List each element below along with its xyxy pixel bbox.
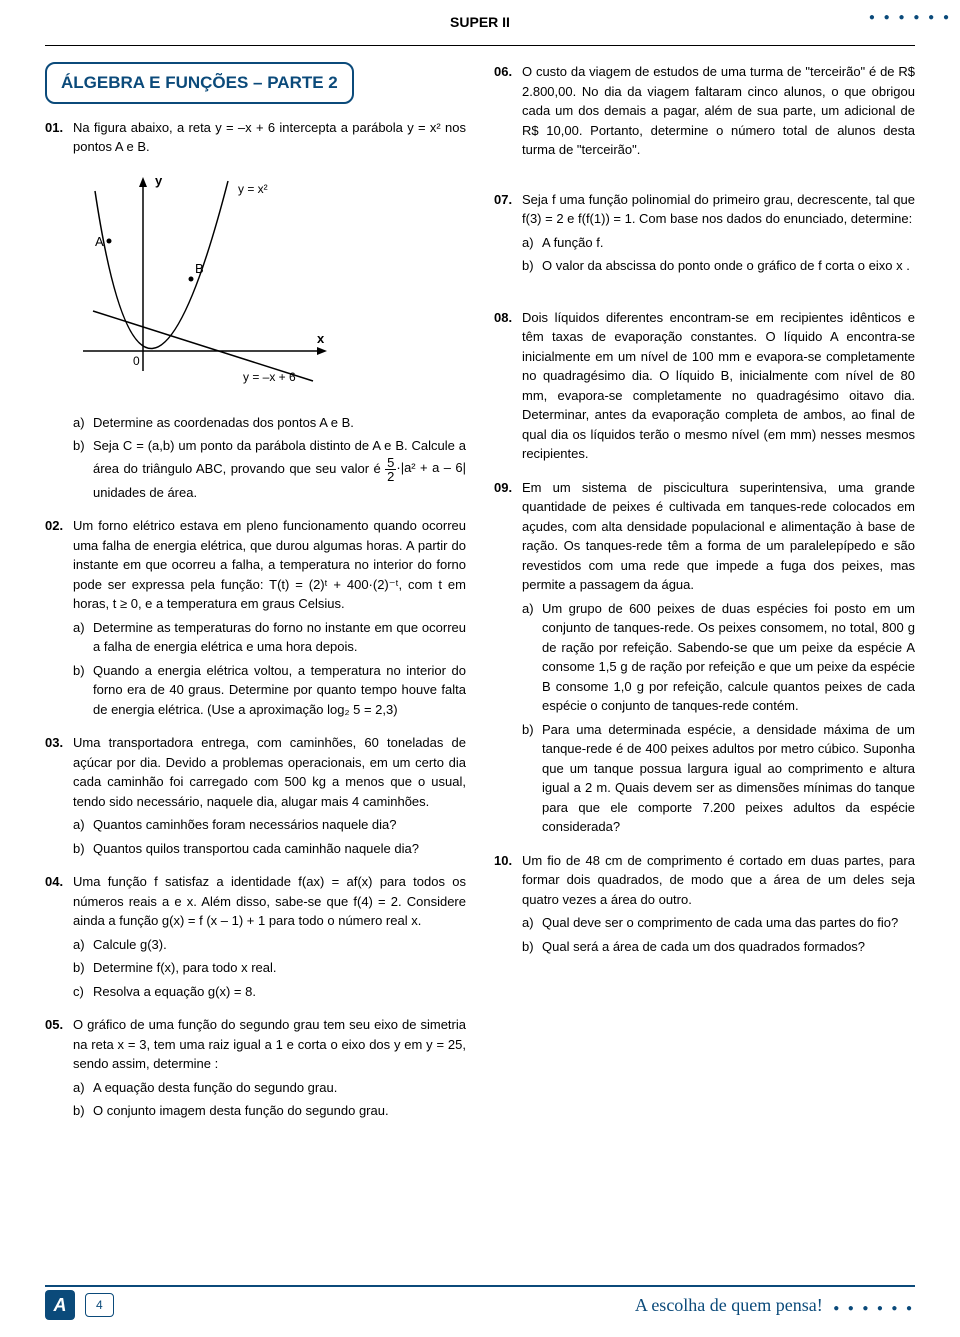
q04-b: b)Determine f(x), para todo x real. bbox=[73, 958, 466, 978]
footer: A 4 A escolha de quem pensa! ● ● ● ● ● ● bbox=[0, 1287, 960, 1323]
q04-c: c)Resolva a equação g(x) = 8. bbox=[73, 982, 466, 1002]
q05-num: 05. bbox=[45, 1015, 73, 1121]
question-07: 07. Seja f uma função polinomial do prim… bbox=[494, 190, 915, 276]
q02-a: a)Determine as temperaturas do forno no … bbox=[73, 618, 466, 657]
q02-num: 02. bbox=[45, 516, 73, 719]
question-09: 09. Em um sistema de piscicultura superi… bbox=[494, 478, 915, 837]
y-axis-label: y bbox=[155, 173, 163, 188]
doc-header: SUPER II bbox=[45, 12, 915, 33]
q03-num: 03. bbox=[45, 733, 73, 858]
logo-icon: A bbox=[45, 1290, 75, 1320]
footer-slogan: A escolha de quem pensa! bbox=[635, 1295, 823, 1315]
origin-label: 0 bbox=[133, 354, 140, 368]
q01-graph: y x 0 y = x² y = –x + 6 A B bbox=[73, 171, 333, 401]
q05-b: b)O conjunto imagem desta função do segu… bbox=[73, 1101, 466, 1121]
parabola-label: y = x² bbox=[238, 182, 268, 196]
q04-num: 04. bbox=[45, 872, 73, 1001]
q03-b: b)Quantos quilos transportou cada caminh… bbox=[73, 839, 466, 859]
q01-a: a) Determine as coordenadas dos pontos A… bbox=[73, 413, 466, 433]
q01-text: Na figura abaixo, a reta y = –x + 6 inte… bbox=[73, 118, 466, 157]
q03-a: a)Quantos caminhões foram necessários na… bbox=[73, 815, 466, 835]
question-03: 03. Uma transportadora entrega, com cami… bbox=[45, 733, 466, 858]
q09-num: 09. bbox=[494, 478, 522, 837]
right-column: 06. O custo da viagem de estudos de uma … bbox=[494, 62, 915, 1135]
q07-a: a)A função f. bbox=[522, 233, 915, 253]
q07-text: Seja f uma função polinomial do primeiro… bbox=[522, 190, 915, 229]
q02-b: b)Quando a energia elétrica voltou, a te… bbox=[73, 661, 466, 720]
q07-b: b)O valor da abscissa do ponto onde o gr… bbox=[522, 256, 915, 276]
header-rule bbox=[45, 45, 915, 46]
left-column: ÁLGEBRA E FUNÇÕES – PARTE 2 01. Na figur… bbox=[45, 62, 466, 1135]
q01-b: b) Seja C = (a,b) um ponto da parábola d… bbox=[73, 436, 466, 502]
q06-num: 06. bbox=[494, 62, 522, 160]
x-axis-label: x bbox=[317, 331, 325, 346]
page-number: 4 bbox=[85, 1293, 114, 1317]
question-08: 08. Dois líquidos diferentes encontram-s… bbox=[494, 308, 915, 464]
q06-text: O custo da viagem de estudos de uma turm… bbox=[522, 62, 915, 160]
corner-dots: ● ● ● ● ● ● bbox=[869, 10, 952, 25]
question-06: 06. O custo da viagem de estudos de uma … bbox=[494, 62, 915, 160]
q05-a: a)A equação desta função do segundo grau… bbox=[73, 1078, 466, 1098]
q10-a: a)Qual deve ser o comprimento de cada um… bbox=[522, 913, 915, 933]
question-05: 05. O gráfico de uma função do segundo g… bbox=[45, 1015, 466, 1121]
q10-b: b)Qual será a área de cada um dos quadra… bbox=[522, 937, 915, 957]
q03-text: Uma transportadora entrega, com caminhõe… bbox=[73, 733, 466, 811]
question-04: 04. Uma função f satisfaz a identidade f… bbox=[45, 872, 466, 1001]
q09-b: b)Para uma determinada espécie, a densid… bbox=[522, 720, 915, 837]
q02-text: Um forno elétrico estava em pleno funcio… bbox=[73, 516, 466, 614]
q04-a: a)Calcule g(3). bbox=[73, 935, 466, 955]
q10-text: Um fio de 48 cm de comprimento é cortado… bbox=[522, 851, 915, 910]
section-title: ÁLGEBRA E FUNÇÕES – PARTE 2 bbox=[45, 62, 354, 104]
q01-num: 01. bbox=[45, 118, 73, 157]
point-a: A bbox=[95, 234, 104, 249]
point-b: B bbox=[195, 261, 204, 276]
question-10: 10. Um fio de 48 cm de comprimento é cor… bbox=[494, 851, 915, 957]
q05-text: O gráfico de uma função do segundo grau … bbox=[73, 1015, 466, 1074]
q08-text: Dois líquidos diferentes encontram-se em… bbox=[522, 308, 915, 464]
footer-dots: ● ● ● ● ● ● bbox=[833, 1303, 915, 1314]
q09-text: Em um sistema de piscicultura superinten… bbox=[522, 478, 915, 595]
q10-num: 10. bbox=[494, 851, 522, 957]
q07-num: 07. bbox=[494, 190, 522, 276]
question-02: 02. Um forno elétrico estava em pleno fu… bbox=[45, 516, 466, 719]
question-01: 01. Na figura abaixo, a reta y = –x + 6 … bbox=[45, 118, 466, 157]
q04-text: Uma função f satisfaz a identidade f(ax)… bbox=[73, 872, 466, 931]
q08-num: 08. bbox=[494, 308, 522, 464]
line-label: y = –x + 6 bbox=[243, 370, 296, 384]
q09-a: a)Um grupo de 600 peixes de duas espécie… bbox=[522, 599, 915, 716]
